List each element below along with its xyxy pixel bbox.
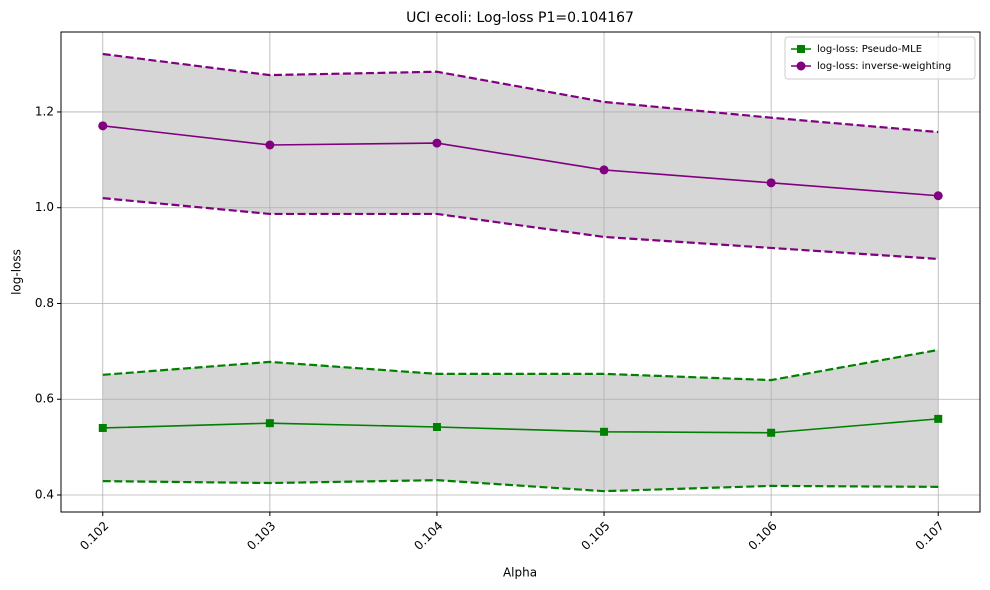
plot-frame [60, 31, 981, 513]
legend-label: log-loss: inverse-weighting [817, 61, 951, 72]
marker [766, 178, 776, 188]
bound-line [102, 197, 939, 261]
series-line [102, 125, 939, 197]
x-tick-label: 0.102 [77, 519, 111, 553]
y-tick-label: 1.0 [35, 200, 54, 214]
marker [265, 419, 274, 428]
x-tick-label: 0.106 [746, 519, 780, 553]
marker [432, 138, 442, 148]
marker [98, 121, 108, 131]
y-tick-label: 1.2 [35, 104, 54, 118]
legend: log-loss: Pseudo-MLE log-loss: inverse-we… [784, 36, 976, 80]
chart-title: UCI ecoli: Log-loss P1=0.104167 [406, 10, 634, 26]
legend-label: log-loss: Pseudo-MLE [817, 44, 922, 55]
legend-box [784, 36, 976, 80]
marker [265, 140, 275, 150]
y-tick-label: 0.4 [35, 488, 54, 502]
bound-line [102, 52, 939, 134]
series-line [102, 418, 939, 434]
x-tick-label: 0.104 [411, 519, 445, 553]
confidence-band [102, 349, 939, 492]
legend-marker [797, 45, 805, 53]
x-tick-label: 0.105 [578, 519, 612, 553]
marker [98, 423, 107, 432]
bound-line [102, 348, 939, 382]
y-tick-label: 0.8 [35, 296, 54, 310]
marker [599, 165, 609, 175]
marker [767, 428, 776, 437]
bound-line [102, 479, 939, 493]
marker [933, 191, 943, 201]
marker [432, 423, 441, 432]
y-axis-label: log-loss [10, 249, 24, 295]
x-tick-label: 0.103 [244, 519, 278, 553]
y-tick-label: 0.6 [35, 392, 54, 406]
marker [600, 427, 609, 436]
legend-marker [796, 61, 806, 71]
x-axis-label: Alpha [503, 566, 537, 580]
x-tick-label: 0.107 [913, 519, 947, 553]
marker [934, 414, 943, 423]
